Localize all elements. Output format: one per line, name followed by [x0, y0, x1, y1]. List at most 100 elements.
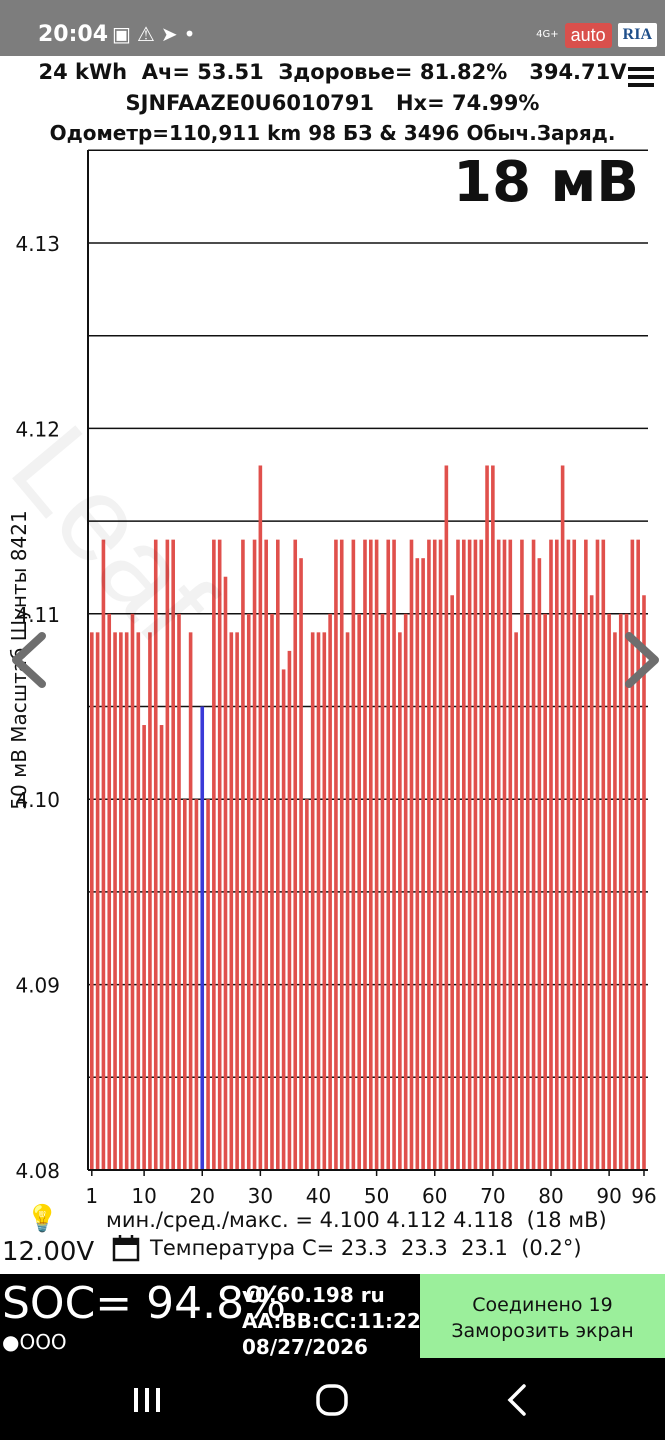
chart-bar — [305, 799, 309, 1170]
chart-bar — [456, 539, 460, 1170]
highlight-bar — [200, 706, 205, 1170]
chart-bar — [531, 539, 536, 1170]
chart-bar — [334, 539, 338, 1170]
chart-bar — [584, 539, 588, 1170]
chart-bar — [328, 613, 332, 1170]
chart-bar — [142, 725, 146, 1170]
chart-bar — [514, 632, 518, 1170]
chart-bar — [491, 465, 495, 1171]
dot-icon: • — [183, 22, 202, 46]
chart-bar — [299, 558, 303, 1170]
chart-bar — [90, 632, 94, 1170]
y-tick-label: 4.11 — [15, 603, 60, 627]
odometer-line: Одометр=110,911 km 98 БЗ & 3496 Обыч.Зар… — [49, 121, 616, 145]
chart-bar — [607, 613, 611, 1170]
lightbulb-icon[interactable]: 💡 — [26, 1203, 59, 1233]
calendar-icon[interactable] — [112, 1234, 140, 1262]
chart-bar — [270, 613, 274, 1170]
version-line: v0.60.198 ru — [242, 1283, 385, 1307]
vin-line: SJNFAAZE0U6010791 Hx= 74.99% — [125, 91, 540, 115]
aux-battery-voltage: 12.00V — [2, 1237, 95, 1267]
chart-bar — [386, 539, 391, 1170]
chart-bar — [537, 558, 542, 1170]
chart-bar — [171, 539, 175, 1170]
back-button[interactable] — [488, 1378, 548, 1422]
chart-bar — [438, 539, 443, 1170]
delta-mv-label: 18 мВ — [453, 150, 639, 215]
connection-dots: ●OOO — [2, 1330, 67, 1354]
chart-bar — [467, 539, 472, 1170]
chart-bar — [444, 465, 449, 1171]
chart-bar — [572, 539, 577, 1170]
x-tick-label: 96 — [631, 1184, 656, 1208]
chart-bar — [578, 613, 582, 1170]
chart-bar — [322, 632, 327, 1170]
auto-badge: auto — [564, 22, 612, 48]
chart-bar — [496, 539, 501, 1170]
chart-bar — [246, 613, 251, 1170]
chart-bar — [485, 465, 489, 1171]
chart-bar — [374, 539, 379, 1170]
y-tick-label: 4.09 — [15, 974, 60, 998]
chart-bar — [235, 632, 239, 1170]
chevron-left-icon[interactable] — [6, 630, 50, 690]
cell-voltage-chart[interactable]: 4.08 4.09 4.10 4.11 4.12 4.13 1 10 20 30 40 50 60 70 8… — [0, 140, 665, 1210]
network-indicator: 4G+ — [536, 29, 559, 40]
chart-bar — [473, 539, 478, 1170]
chart-bar — [595, 539, 600, 1170]
gallery-icon: ▣ — [112, 22, 137, 46]
x-tick-label: 70 — [480, 1184, 505, 1208]
connect-freeze-button[interactable]: Соединено 19 Заморозить экран — [420, 1274, 665, 1358]
chart-bar — [566, 539, 571, 1170]
chart-bar — [113, 632, 117, 1170]
chart-bar — [119, 632, 123, 1170]
chart-bar — [194, 799, 199, 1170]
x-tick-label: 1 — [85, 1184, 98, 1208]
chart-bar — [264, 539, 268, 1170]
chart-bar — [217, 539, 222, 1170]
chart-bar — [508, 539, 513, 1170]
chart-bar — [258, 465, 263, 1171]
chart-bar — [229, 632, 234, 1170]
chart-bar — [339, 539, 344, 1170]
chart-bar — [177, 613, 181, 1170]
chart-bar — [398, 632, 402, 1170]
chart-bar — [310, 632, 315, 1170]
soc-readout: SOC= 94.8% — [2, 1278, 286, 1329]
chart-bar — [462, 539, 466, 1170]
chevron-right-icon[interactable] — [621, 630, 665, 690]
chart-bar — [153, 539, 158, 1170]
chart-bar — [409, 539, 414, 1170]
x-tick-label: 30 — [248, 1184, 273, 1208]
chart-bar — [241, 539, 245, 1170]
status-notification-icons: ▣⚠➤• — [112, 22, 201, 46]
recents-button[interactable] — [117, 1378, 177, 1422]
chart-bar — [369, 539, 373, 1170]
home-button[interactable] — [302, 1378, 362, 1422]
chart-bar — [148, 632, 152, 1170]
status-bar: 20:04 ▣⚠➤• 4G+ auto RIA — [0, 0, 665, 56]
chart-bar — [549, 539, 553, 1170]
chart-bar — [479, 539, 484, 1170]
battery-summary: 24 kWh Ач= 53.51 Здоровье= 81.82% 394.71… — [38, 60, 627, 84]
chart-bar — [357, 613, 361, 1170]
hamburger-menu-icon[interactable] — [628, 67, 654, 89]
x-tick-label: 80 — [538, 1184, 563, 1208]
chart-bar — [560, 465, 565, 1171]
chart-bar — [124, 632, 129, 1170]
x-tick-label: 20 — [190, 1184, 215, 1208]
chart-bar — [432, 539, 437, 1170]
chart-bar — [589, 595, 594, 1170]
chart-bar — [642, 595, 646, 1170]
chart-bar — [276, 539, 280, 1170]
chart-bar — [502, 539, 507, 1170]
chart-bar — [287, 650, 292, 1170]
chart-bar — [223, 576, 228, 1170]
x-tick-label: 90 — [596, 1184, 621, 1208]
chart-bar — [421, 558, 425, 1170]
x-tick-label: 60 — [422, 1184, 447, 1208]
telegram-icon: ➤ — [160, 22, 184, 46]
freeze-label: Заморозить экран — [451, 1320, 634, 1342]
chart-bar — [520, 539, 524, 1170]
chart-bar — [525, 613, 530, 1170]
